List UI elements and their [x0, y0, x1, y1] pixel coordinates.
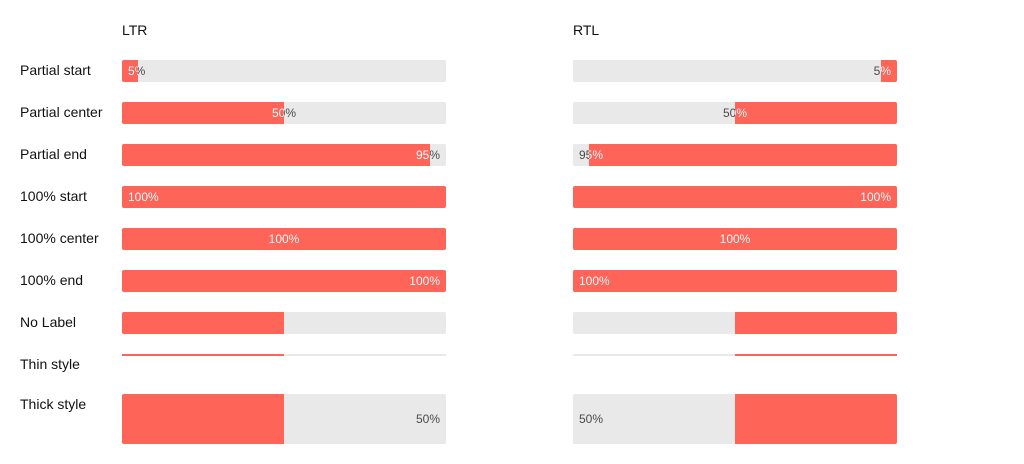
row-label-no-label: No Label: [20, 314, 77, 330]
progress-fill: [589, 144, 897, 166]
progress-label: 95%: [579, 148, 604, 162]
progress-bar-rtl-partial-center: 50%50%: [573, 102, 897, 124]
progress-fill: [122, 270, 446, 292]
progress-fill: [122, 186, 446, 208]
progress-fill: [122, 144, 430, 166]
progress-fill: [735, 102, 897, 124]
progress-label: 5%: [128, 64, 146, 78]
progress-label: 100%: [719, 232, 751, 246]
row-label-100-end: 100% end: [20, 272, 84, 288]
progress-bar-rtl-partial-end: 95%95%: [573, 144, 897, 166]
progress-label: 100%: [860, 190, 891, 204]
progress-label: 50%: [415, 412, 440, 426]
progress-label-on-fill: 50%: [271, 106, 284, 120]
progress-label-on-fill: 100%: [128, 190, 159, 204]
ltr-header: LTR: [122, 22, 148, 38]
row-label-partial-end: Partial end: [20, 146, 87, 162]
progress-fill: [122, 312, 284, 334]
row-label-thin-style: Thin style: [20, 356, 80, 372]
row-label-partial-center: Partial center: [20, 104, 103, 120]
row-label-thick-style: Thick style: [20, 396, 87, 412]
progress-bar-ltr-100-center: 100% 100%: [122, 228, 446, 250]
progress-fill: [122, 354, 284, 356]
progress-label: 95%: [415, 148, 440, 162]
row-label-100-center: 100% center: [20, 230, 99, 246]
progress-bar-ltr-thin-style: [122, 354, 446, 356]
progress-fill: [122, 102, 284, 124]
progress-bar-ltr-partial-center: 50%50%: [122, 102, 446, 124]
progress-label: 100%: [579, 274, 610, 288]
progress-fill: [735, 354, 897, 356]
progress-bar-ltr-thick-style: 50% 50%: [122, 394, 446, 444]
progress-label-on-fill: 100%: [579, 274, 610, 288]
progress-label-on-fill: 100%: [409, 274, 440, 288]
row-label-100-start: 100% start: [20, 188, 87, 204]
progress-bar-rtl-partial-start: 5%5%: [573, 60, 897, 82]
progress-label: 100%: [409, 274, 440, 288]
rtl-header: RTL: [573, 22, 600, 38]
progress-bar-ltr-partial-start: 5%5%: [122, 60, 446, 82]
row-label-partial-start: Partial start: [20, 62, 91, 78]
progress-fill: [122, 60, 138, 82]
progress-fill: [881, 60, 897, 82]
progress-label-on-fill: 100%: [719, 232, 751, 246]
progress-bar-rtl-thin-style: [573, 354, 897, 356]
progress-bar-ltr-no-label: [122, 312, 446, 334]
progress-label-on-fill: 50%: [735, 394, 897, 444]
progress-fill: [735, 312, 897, 334]
progress-label-on-fill: 100%: [860, 190, 891, 204]
progress-fill: [573, 228, 897, 250]
progress-bar-ltr-100-start: 100% 100%: [122, 186, 446, 208]
progress-label: 50%: [579, 412, 604, 426]
progress-bar-ltr-100-end: 100% 100%: [122, 270, 446, 292]
progress-fill: [573, 186, 897, 208]
progress-label-on-fill: 5%: [128, 64, 138, 78]
progress-label-on-fill: 50%: [122, 394, 284, 444]
progress-bar-rtl-thick-style: 50% 50%: [573, 394, 897, 444]
progress-fill: [573, 270, 897, 292]
progress-label: 50%: [271, 106, 297, 120]
progress-fill: [122, 394, 284, 444]
progress-bar-rtl-100-start: 100% 100%: [573, 186, 897, 208]
progress-fill: [735, 394, 897, 444]
progress-label-on-fill: 100%: [268, 232, 300, 246]
progress-label: 100%: [268, 232, 300, 246]
progress-bar-ltr-partial-end: 95%95%: [122, 144, 446, 166]
progress-label-on-fill: 5%: [881, 64, 891, 78]
progress-fill: [122, 228, 446, 250]
progress-label-on-fill: 95%: [415, 148, 430, 162]
progress-bar-rtl-100-center: 100% 100%: [573, 228, 897, 250]
progress-bar-rtl-no-label: [573, 312, 897, 334]
progress-label-on-fill: 50%: [735, 106, 748, 120]
progress-label: 5%: [873, 64, 891, 78]
progress-label-on-fill: 95%: [589, 148, 604, 162]
progress-label: 50%: [722, 106, 748, 120]
progress-bar-rtl-100-end: 100% 100%: [573, 270, 897, 292]
progress-label: 100%: [128, 190, 159, 204]
